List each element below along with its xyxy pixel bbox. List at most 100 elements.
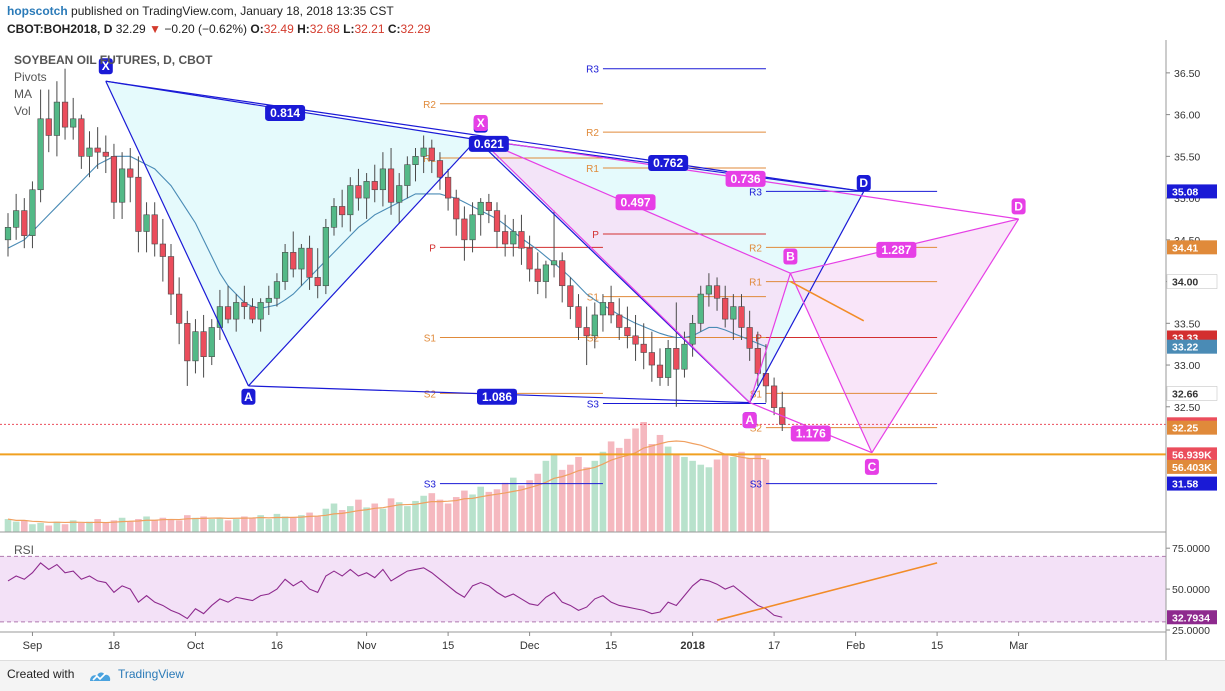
price-marker	[1167, 184, 1217, 199]
volume-bar	[102, 522, 110, 532]
magenta-xabcd-point-d-bg[interactable]	[1011, 198, 1026, 215]
magenta-xabcd-point-x[interactable]: X	[477, 116, 485, 130]
rsi-trendline[interactable]	[716, 562, 938, 621]
candle-body	[559, 260, 566, 287]
candle-body	[461, 218, 468, 241]
blue-xabcd-leg[interactable]	[105, 80, 249, 387]
magenta-xabcd-leg[interactable]	[871, 218, 1020, 454]
legend-ma[interactable]: MA	[14, 87, 32, 101]
magenta-xabcd-point-b-bg[interactable]	[783, 248, 798, 265]
pivot-label: S3	[750, 480, 763, 491]
candle-body	[13, 210, 20, 228]
blue-xabcd-leg[interactable]	[247, 139, 478, 387]
pivot-label: R2	[586, 128, 599, 139]
trendline[interactable]	[790, 280, 865, 322]
magenta-xabcd-ratio[interactable]: 0.497	[621, 195, 651, 209]
trendlines[interactable]	[790, 280, 865, 322]
tradingview-link[interactable]: TradingView	[118, 667, 185, 681]
magenta-xabcd-bcd-fill	[790, 218, 1019, 453]
volume-bar	[452, 497, 460, 532]
candle-body	[110, 156, 118, 203]
time-axis[interactable]: Sep 18 Oct 16 Nov 15 Dec 15 2018 17 Feb 15 Mar	[23, 632, 1029, 652]
candle-body	[143, 214, 150, 232]
volume-bar	[461, 490, 468, 532]
price-marker-label: 33.22	[1172, 342, 1198, 354]
author-link[interactable]: hopscotch	[7, 4, 68, 18]
blue-xabcd-ratio-bg[interactable]	[468, 135, 509, 152]
high-label: H:	[297, 22, 310, 36]
volume-bar	[754, 454, 762, 532]
volume-bar	[126, 521, 134, 532]
volume-bar	[69, 520, 77, 532]
magenta-xabcd-point-c[interactable]: C	[868, 460, 877, 474]
magenta-xabcd-point-a[interactable]: A	[745, 413, 754, 427]
legend-pivots[interactable]: Pivots	[14, 70, 47, 84]
price-change: −0.20 (−0.62%)	[164, 22, 248, 36]
blue-xabcd-point-a[interactable]: A	[244, 390, 253, 404]
blue-xabcd-point-d-bg[interactable]	[856, 175, 871, 192]
magenta-xabcd-point-b[interactable]: B	[786, 250, 795, 264]
open-label: O:	[250, 22, 264, 36]
price-chart[interactable]: R2R1PS1S2S3R3R2R1PS1S2S3R3R2R1PS1S2S3 XA…	[0, 40, 1225, 660]
candle-body	[265, 297, 272, 303]
magenta-xabcd-ratio[interactable]: 1.176	[796, 426, 826, 440]
legend-vol[interactable]: Vol	[14, 104, 31, 118]
blue-xabcd-point-x-bg[interactable]	[98, 58, 113, 75]
volume-bar	[681, 456, 688, 532]
candle-body	[746, 327, 753, 349]
magenta-xabcd-point-x-bg[interactable]	[473, 114, 488, 131]
magenta-xabcd-point-a-bg[interactable]	[742, 412, 757, 429]
magenta-xabcd-ratio-bg[interactable]	[876, 241, 917, 258]
magenta-xabcd-xab-fill	[480, 139, 791, 403]
volume-bar	[558, 469, 566, 532]
blue-xabcd-xab-fill	[105, 81, 477, 386]
published-text: published on TradingView.com, January 18…	[71, 4, 394, 18]
candle-body	[216, 306, 224, 328]
candle-body	[665, 348, 672, 378]
magenta-xabcd-point-c-bg[interactable]	[864, 458, 879, 475]
candle-body	[355, 185, 362, 199]
candle-body	[347, 185, 354, 216]
magenta-xabcd-leg[interactable]	[789, 272, 873, 453]
close-label: C:	[387, 22, 401, 36]
blue-xabcd-ratio-bg[interactable]	[477, 388, 517, 405]
volume-bar	[192, 517, 199, 532]
blue-xabcd-leg[interactable]	[749, 191, 865, 403]
price-marker-label: 56.403K	[1172, 462, 1212, 474]
candle-body	[616, 314, 623, 328]
candle-body	[29, 189, 36, 236]
volume-bar	[550, 454, 558, 532]
blue-xabcd-point-a-bg[interactable]	[241, 388, 256, 405]
magenta-xabcd-ratio-bg[interactable]	[615, 194, 656, 211]
magenta-xabcd-leg[interactable]	[749, 273, 791, 403]
blue-xabcd-ratio[interactable]: 0.621	[474, 137, 504, 151]
blue-xabcd-point-x[interactable]: X	[102, 59, 110, 73]
candle-body	[78, 118, 85, 157]
blue-xabcd-ratio-bg[interactable]	[648, 155, 689, 172]
price-marker-label: 32.25	[1172, 423, 1198, 435]
blue-xabcd-ratio[interactable]: 1.086	[482, 390, 512, 404]
candle-body	[567, 285, 574, 307]
blue-xabcd-ratio-bg[interactable]	[265, 104, 306, 121]
pattern-labels[interactable]: XABCD0.8141.0860.7620.621XABCD0.4970.736…	[98, 58, 1026, 475]
candle-body	[697, 293, 704, 324]
magenta-xabcd-ratio-bg[interactable]	[790, 425, 831, 442]
candle-body	[94, 147, 101, 153]
candle-body	[363, 181, 370, 199]
candle-body	[412, 156, 419, 165]
blue-xabcd-point-d[interactable]: D	[859, 176, 868, 190]
magenta-xabcd-ratio-bg[interactable]	[725, 170, 766, 187]
blue-xabcd-ratio[interactable]: 0.762	[653, 156, 683, 170]
volume-bar	[135, 519, 142, 532]
candle-body	[86, 147, 93, 157]
magenta-xabcd-ratio[interactable]: 1.287	[881, 243, 911, 257]
symbol-info: CBOT:BOH2018, D 32.29 ▼ −0.20 (−0.62%) O…	[7, 22, 431, 36]
candle-body	[673, 348, 680, 370]
candle-body	[705, 285, 712, 295]
magenta-xabcd-point-d[interactable]: D	[1014, 199, 1023, 213]
tradingview-logo-icon[interactable]	[88, 668, 112, 684]
blue-xabcd-ratio[interactable]: 0.814	[270, 106, 300, 120]
symbol-name: CBOT:BOH2018, D	[7, 22, 113, 36]
magenta-xabcd-ratio[interactable]: 0.736	[731, 172, 761, 186]
magenta-xabcd-leg[interactable]	[480, 139, 751, 404]
